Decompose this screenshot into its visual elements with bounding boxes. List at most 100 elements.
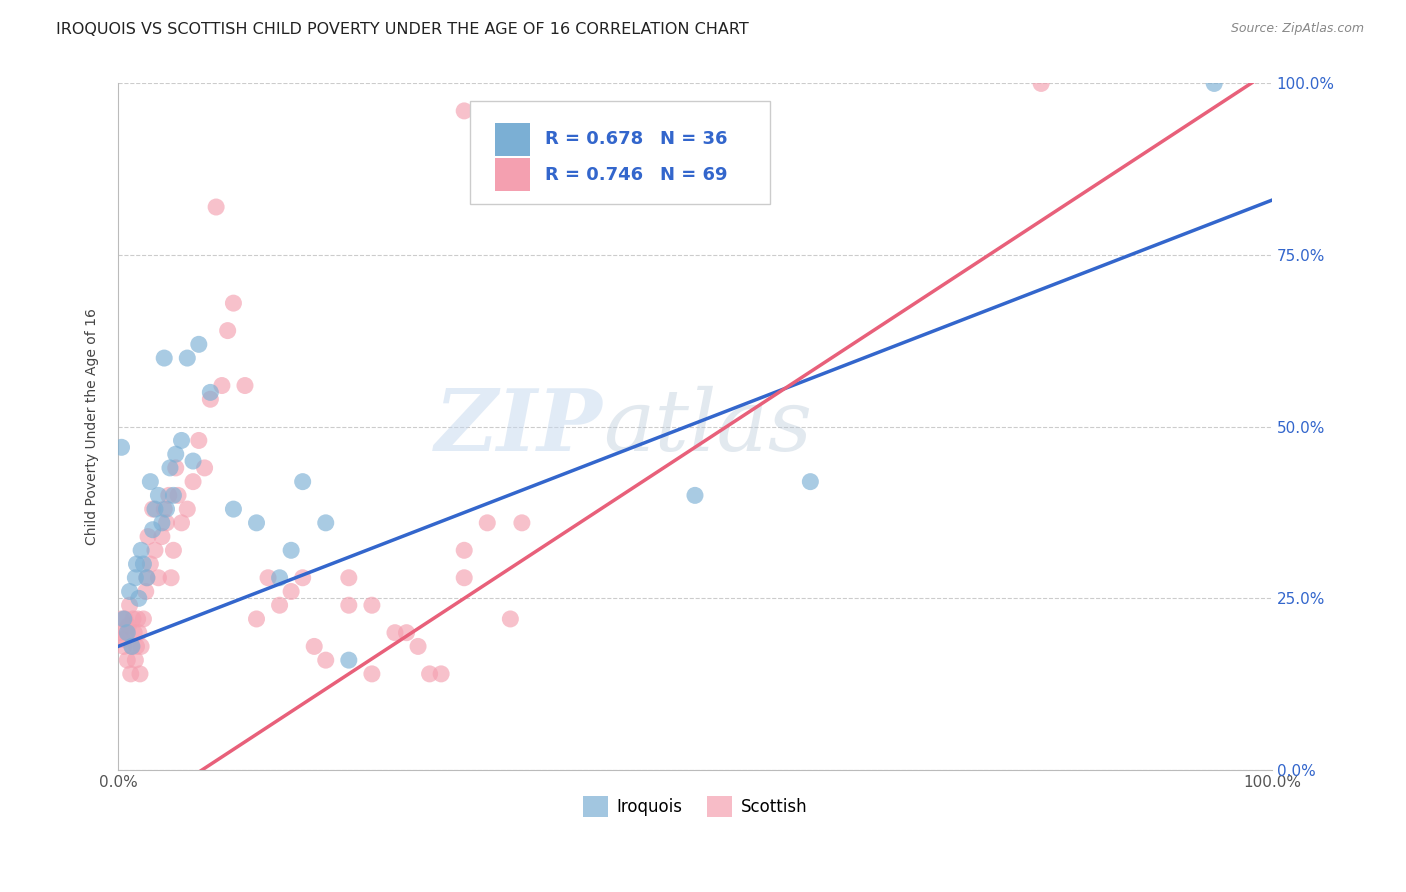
Point xyxy=(499,612,522,626)
Point xyxy=(153,502,176,516)
Point xyxy=(153,351,176,365)
Point xyxy=(142,502,165,516)
Point xyxy=(150,530,173,544)
Point xyxy=(129,543,152,558)
Point xyxy=(111,632,134,647)
Point xyxy=(139,557,162,571)
Point xyxy=(361,599,384,613)
Point xyxy=(122,612,145,626)
Point xyxy=(245,516,267,530)
Point xyxy=(118,599,141,613)
Point xyxy=(453,543,475,558)
Point xyxy=(245,612,267,626)
Point xyxy=(121,640,143,654)
Point xyxy=(315,516,337,530)
Point xyxy=(129,640,152,654)
Point xyxy=(170,516,193,530)
FancyBboxPatch shape xyxy=(495,158,530,191)
Point xyxy=(135,571,157,585)
Point xyxy=(406,640,429,654)
Point xyxy=(302,640,325,654)
Point xyxy=(187,434,209,448)
Point xyxy=(176,351,198,365)
Point xyxy=(118,584,141,599)
Point xyxy=(211,378,233,392)
Point xyxy=(159,461,181,475)
FancyBboxPatch shape xyxy=(495,122,530,155)
Point xyxy=(160,571,183,585)
Point xyxy=(167,488,190,502)
Point xyxy=(136,530,159,544)
Point xyxy=(139,475,162,489)
Point xyxy=(194,461,217,475)
Text: ZIP: ZIP xyxy=(434,385,603,468)
Point xyxy=(176,502,198,516)
Point xyxy=(384,625,406,640)
Point xyxy=(125,557,148,571)
Point xyxy=(233,378,256,392)
Point xyxy=(132,612,155,626)
Point xyxy=(269,599,291,613)
Point xyxy=(337,599,360,613)
Point xyxy=(122,625,145,640)
Point xyxy=(361,666,384,681)
Text: R = 0.678: R = 0.678 xyxy=(546,130,643,148)
Point xyxy=(165,447,187,461)
Point xyxy=(315,653,337,667)
Point xyxy=(148,488,170,502)
Point xyxy=(280,543,302,558)
Point xyxy=(112,640,135,654)
Point xyxy=(129,666,152,681)
Point xyxy=(205,200,228,214)
Point xyxy=(117,653,139,667)
Text: IROQUOIS VS SCOTTISH CHILD POVERTY UNDER THE AGE OF 16 CORRELATION CHART: IROQUOIS VS SCOTTISH CHILD POVERTY UNDER… xyxy=(56,22,749,37)
Point xyxy=(280,584,302,599)
Point xyxy=(155,502,177,516)
Point xyxy=(453,103,475,118)
Point xyxy=(269,571,291,585)
Point xyxy=(112,612,135,626)
Point xyxy=(142,523,165,537)
Point xyxy=(181,475,204,489)
Point xyxy=(125,640,148,654)
Point xyxy=(222,296,245,310)
Text: Source: ZipAtlas.com: Source: ZipAtlas.com xyxy=(1230,22,1364,36)
Point xyxy=(162,543,184,558)
Point xyxy=(121,640,143,654)
Point xyxy=(135,584,157,599)
Point xyxy=(222,502,245,516)
Point xyxy=(430,666,453,681)
Point xyxy=(110,612,132,626)
Point xyxy=(110,625,132,640)
Point xyxy=(148,571,170,585)
Point xyxy=(124,653,146,667)
Point xyxy=(114,612,136,626)
Point xyxy=(157,488,180,502)
FancyBboxPatch shape xyxy=(470,101,770,203)
Point xyxy=(200,392,222,407)
Point xyxy=(135,571,157,585)
Point xyxy=(510,516,533,530)
Point xyxy=(1204,77,1226,91)
Point xyxy=(143,502,166,516)
Point xyxy=(162,488,184,502)
Point xyxy=(120,666,142,681)
Point xyxy=(291,475,314,489)
Point xyxy=(683,488,706,502)
Point xyxy=(128,625,150,640)
Point xyxy=(124,571,146,585)
Point xyxy=(165,461,187,475)
Point xyxy=(453,571,475,585)
Point xyxy=(181,454,204,468)
Text: R = 0.746: R = 0.746 xyxy=(546,166,643,184)
Point xyxy=(337,571,360,585)
Legend: Iroquois, Scottish: Iroquois, Scottish xyxy=(576,789,814,823)
Point xyxy=(110,440,132,454)
Point xyxy=(291,571,314,585)
Text: N = 36: N = 36 xyxy=(661,130,728,148)
Point xyxy=(477,516,499,530)
Point xyxy=(143,543,166,558)
Y-axis label: Child Poverty Under the Age of 16: Child Poverty Under the Age of 16 xyxy=(86,309,100,545)
Point xyxy=(127,612,149,626)
Point xyxy=(200,385,222,400)
